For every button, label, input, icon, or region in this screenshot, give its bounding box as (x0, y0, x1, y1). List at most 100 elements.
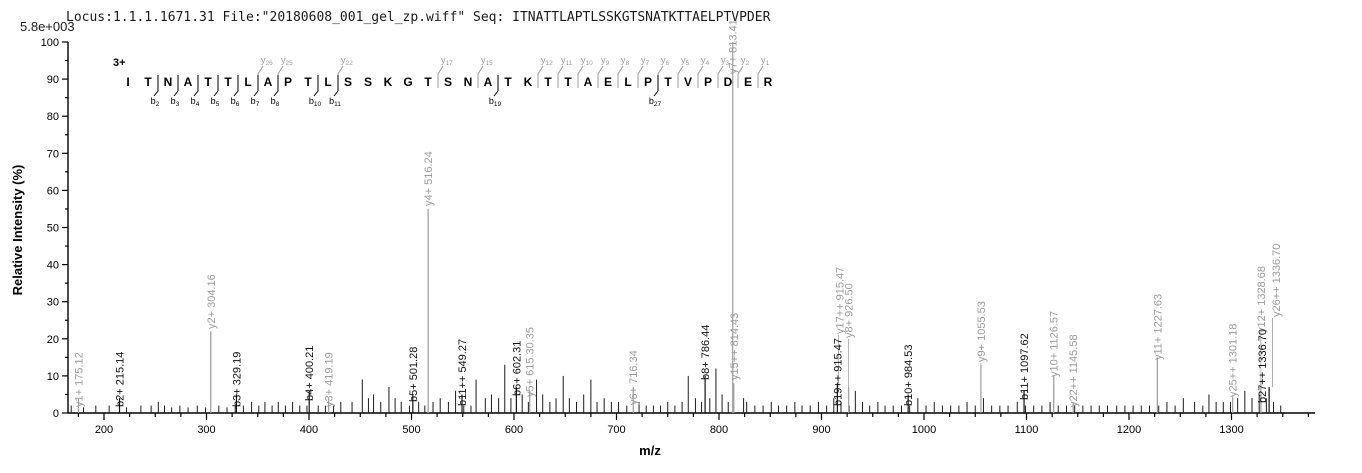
residue-letter: T (304, 75, 312, 89)
ion-label: y10 (581, 55, 593, 67)
residue-letter: T (424, 75, 432, 89)
y-cleavage-mark (757, 65, 764, 88)
peak-label: y12+ 1328.68 (1256, 266, 1268, 333)
residue-letter: P (644, 75, 652, 89)
peak-label: y25++ 1301.18 (1228, 324, 1240, 397)
y-cleavage-mark (597, 65, 604, 88)
b-cleavage-mark (233, 75, 239, 97)
ion-label: b8 (271, 96, 280, 108)
peak-label: y10+ 1126.57 (1049, 311, 1061, 377)
y-tick-label: 30 (47, 297, 59, 309)
precursor-charge: 3+ (113, 57, 126, 69)
b-cleavage-mark (193, 75, 199, 97)
residue-letter: P (284, 75, 292, 89)
y-cleavage-mark (697, 65, 704, 88)
ion-label: b19 (489, 96, 502, 108)
y-tick-label: 20 (47, 334, 59, 346)
peak-label: y17++ 915.47 (834, 267, 846, 334)
y-cleavage-mark (657, 65, 664, 88)
x-tick-label: 1000 (912, 424, 936, 436)
peak-label: b6+ 602.31 (511, 341, 523, 396)
residue-letter: L (324, 75, 331, 89)
y-axis-title: Relative Intensity (%) (10, 165, 25, 296)
b-cleavage-mark (213, 75, 219, 97)
b-cleavage-mark (493, 75, 499, 97)
peak-label: y11+ 1227.63 (1152, 294, 1164, 360)
residue-letter: P (704, 75, 712, 89)
peak-label: b19++ 915.47 (832, 338, 844, 406)
residue-letter: G (403, 75, 412, 89)
residue-letter: R (764, 75, 773, 89)
residue-letter: A (584, 75, 593, 89)
y-cleavage-mark (257, 65, 264, 88)
y-tick-label: 0 (53, 408, 59, 420)
x-tick-label: 1300 (1219, 424, 1243, 436)
y-tick-label: 90 (47, 74, 59, 86)
residue-letter: V (684, 75, 692, 89)
y-cleavage-mark (277, 65, 284, 88)
peak-label: y22++ 1145.58 (1068, 334, 1080, 407)
y-tick-label: 100 (41, 37, 59, 49)
y-tick-label: 10 (47, 371, 59, 383)
ion-label: y9 (601, 55, 610, 67)
ion-label: y26 (261, 55, 273, 67)
ion-label: b5 (211, 96, 220, 108)
noise-peaks (70, 364, 1282, 413)
peak-label: b8+ 786.44 (700, 325, 712, 380)
peak-label: b5+ 501.28 (408, 347, 420, 402)
peak-label: y9+ 1055.53 (976, 301, 988, 362)
y-cleavage-mark (477, 65, 484, 88)
y-cleavage-mark (617, 65, 624, 88)
residue-letter: D (724, 75, 733, 89)
peak-label: y5+ 615.30.35 (525, 327, 537, 397)
peak-label: y8+ 926.50 (844, 283, 856, 338)
y-tick-label: 70 (47, 148, 59, 160)
b-cleavage-mark (153, 75, 159, 97)
x-tick-label: 600 (505, 424, 523, 436)
spectrum-title: Locus:1.1.1.1671.31 File:"20180608_001_g… (66, 10, 771, 25)
y-tick-label: 40 (47, 260, 59, 272)
residue-letter: T (544, 75, 552, 89)
residue-letter: T (564, 75, 572, 89)
peak-label: b11+ 1097.62 (1019, 333, 1031, 400)
y-cleavage-mark (737, 65, 744, 88)
ion-label: y1 (761, 55, 770, 67)
x-tick-label: 400 (300, 424, 318, 436)
x-tick-label: 700 (607, 424, 625, 436)
residue-letter: T (224, 75, 232, 89)
residue-letter: I (126, 75, 129, 89)
peak-label: y1+ 175.12 (73, 352, 85, 407)
y-tick-label: 60 (47, 185, 59, 197)
x-tick-label: 1100 (1015, 424, 1039, 436)
x-tick-label: 1200 (1117, 424, 1141, 436)
y-cleavage-mark (677, 65, 684, 88)
x-axis-title: m/z (639, 443, 661, 458)
x-tick-label: 200 (95, 424, 113, 436)
ion-label: y2 (741, 55, 750, 67)
residue-letter: A (264, 75, 273, 89)
y-cleavage-mark (717, 65, 724, 88)
x-tick-label: 800 (710, 424, 728, 436)
peak-label: y3+ 419.19 (324, 352, 336, 407)
residue-letter: S (344, 75, 352, 89)
peak-label: b4+ 400.21 (304, 346, 316, 401)
y-tick-label: 50 (47, 223, 59, 235)
axes: 0 10 20 30 40 50 60 70 80 90 100 200 300 400 500 600 700… (41, 37, 1315, 436)
residue-letter: T (664, 75, 672, 89)
ion-label: y5 (681, 55, 690, 67)
residue-letter: A (484, 75, 493, 89)
ion-label: y7 (641, 55, 650, 67)
x-tick-label: 500 (402, 424, 420, 436)
residue-letter: S (444, 75, 452, 89)
peak-label: b27++ 1336.70 (1257, 329, 1269, 403)
ion-label: y6 (661, 55, 670, 67)
residue-letter: K (384, 75, 393, 89)
peak-labels: y1+ 175.12 b2+ 215.14 y2+ 304.16 b3+ 329.19… (73, 19, 1283, 407)
peak-label: y4+ 516.24 (423, 151, 435, 206)
y-cleavage-mark (637, 65, 644, 88)
y-cleavage-mark (557, 65, 564, 88)
y-cleavage-mark (537, 65, 544, 88)
ion-label: y4 (701, 55, 710, 67)
ion-label: y8 (621, 55, 630, 67)
